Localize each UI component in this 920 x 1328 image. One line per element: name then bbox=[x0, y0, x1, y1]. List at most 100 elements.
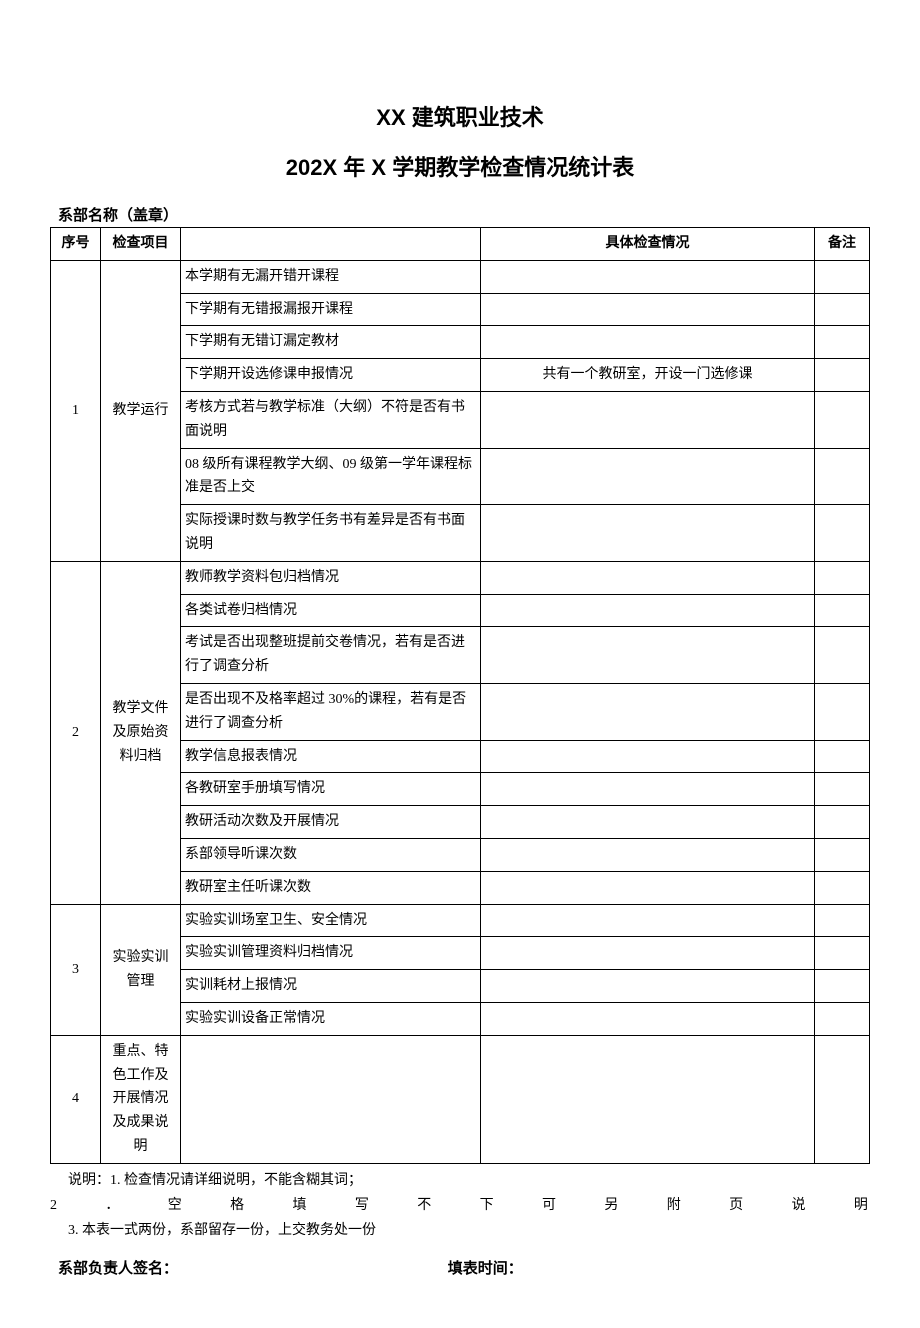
item-cell: 考试是否出现整班提前交卷情况，若有是否进行了调查分析 bbox=[181, 627, 481, 684]
note-cell bbox=[815, 594, 870, 627]
category-cell: 重点、特色工作及开展情况及成果说明 bbox=[101, 1035, 181, 1163]
item-cell: 本学期有无漏开错开课程 bbox=[181, 260, 481, 293]
item-cell: 考核方式若与教学标准（大纲）不符是否有书面说明 bbox=[181, 391, 481, 448]
note2-char: 另 bbox=[604, 1193, 618, 1218]
note2-char: 格 bbox=[230, 1193, 244, 1218]
item-cell: 实际授课时数与教学任务书有差异是否有书面说明 bbox=[181, 505, 481, 562]
item-cell: 教学信息报表情况 bbox=[181, 740, 481, 773]
note-cell bbox=[815, 806, 870, 839]
dept-name-label: 系部名称（盖章） bbox=[50, 204, 870, 225]
detail-cell bbox=[481, 627, 815, 684]
note-cell bbox=[815, 838, 870, 871]
detail-cell bbox=[481, 871, 815, 904]
note-line-2: 2 ． 空 格 填 写 不 下 可 另 附 页 说 明 bbox=[50, 1193, 870, 1218]
seq-cell: 2 bbox=[51, 561, 101, 904]
detail-cell bbox=[481, 970, 815, 1003]
item-cell: 下学期开设选修课申报情况 bbox=[181, 359, 481, 392]
detail-cell bbox=[481, 683, 815, 740]
item-cell: 各类试卷归档情况 bbox=[181, 594, 481, 627]
category-cell: 实验实训管理 bbox=[101, 904, 181, 1035]
item-cell: 实训耗材上报情况 bbox=[181, 970, 481, 1003]
table-row: 3 实验实训管理 实验实训场室卫生、安全情况 bbox=[51, 904, 870, 937]
detail-cell bbox=[481, 505, 815, 562]
note-cell bbox=[815, 448, 870, 505]
note2-char: 下 bbox=[480, 1193, 494, 1218]
item-cell: 下学期有无错报漏报开课程 bbox=[181, 293, 481, 326]
note2-char: 说 bbox=[792, 1193, 806, 1218]
detail-cell bbox=[481, 806, 815, 839]
inspection-table: 序号 检查项目 具体检查情况 备注 1 教学运行 本学期有无漏开错开课程 下学期… bbox=[50, 227, 870, 1164]
detail-cell bbox=[481, 838, 815, 871]
sign-left-label: 系部负责人签名： bbox=[58, 1257, 448, 1278]
detail-cell bbox=[481, 448, 815, 505]
detail-cell bbox=[481, 1035, 815, 1163]
item-cell: 实验实训管理资料归档情况 bbox=[181, 937, 481, 970]
note-cell bbox=[815, 293, 870, 326]
detail-cell bbox=[481, 260, 815, 293]
table-row: 1 教学运行 本学期有无漏开错开课程 bbox=[51, 260, 870, 293]
note-cell bbox=[815, 391, 870, 448]
note2-char: 可 bbox=[542, 1193, 556, 1218]
item-cell: 08 级所有课程教学大纲、09 级第一学年课程标准是否上交 bbox=[181, 448, 481, 505]
note-cell bbox=[815, 970, 870, 1003]
item-cell: 教师教学资料包归档情况 bbox=[181, 561, 481, 594]
note-line-1: 说明：1. 检查情况请详细说明，不能含糊其词； bbox=[68, 1168, 870, 1193]
note-cell bbox=[815, 1002, 870, 1035]
seq-cell: 3 bbox=[51, 904, 101, 1035]
detail-cell bbox=[481, 740, 815, 773]
note-cell bbox=[815, 904, 870, 937]
category-cell: 教学运行 bbox=[101, 260, 181, 561]
item-cell: 教研活动次数及开展情况 bbox=[181, 806, 481, 839]
detail-cell bbox=[481, 1002, 815, 1035]
page-title-2: 202X 年 X 学期教学检查情况统计表 bbox=[50, 150, 870, 182]
note2-char: 填 bbox=[293, 1193, 307, 1218]
note-cell bbox=[815, 683, 870, 740]
item-cell: 各教研室手册填写情况 bbox=[181, 773, 481, 806]
detail-cell bbox=[481, 293, 815, 326]
note-cell bbox=[815, 773, 870, 806]
header-seq: 序号 bbox=[51, 228, 101, 261]
note-cell bbox=[815, 740, 870, 773]
note2-char: 不 bbox=[417, 1193, 431, 1218]
detail-cell bbox=[481, 773, 815, 806]
table-row: 2 教学文件及原始资料归档 教师教学资料包归档情况 bbox=[51, 561, 870, 594]
note-cell bbox=[815, 359, 870, 392]
detail-cell bbox=[481, 937, 815, 970]
item-cell: 是否出现不及格率超过 30%的课程，若有是否进行了调查分析 bbox=[181, 683, 481, 740]
header-detail: 具体检查情况 bbox=[481, 228, 815, 261]
item-cell: 实验实训场室卫生、安全情况 bbox=[181, 904, 481, 937]
notes-block: 说明：1. 检查情况请详细说明，不能含糊其词； 2．空格填写不下可另附页说明 3… bbox=[50, 1168, 870, 1244]
item-cell: 系部领导听课次数 bbox=[181, 838, 481, 871]
header-category: 检查项目 bbox=[101, 228, 181, 261]
note2-char: 2 bbox=[50, 1193, 57, 1218]
page-title-1: XX 建筑职业技术 bbox=[50, 100, 870, 132]
seq-cell: 1 bbox=[51, 260, 101, 561]
item-cell bbox=[181, 1035, 481, 1163]
sign-right-label: 填表时间： bbox=[448, 1257, 870, 1278]
note-cell bbox=[815, 561, 870, 594]
note2-char: 空 bbox=[168, 1193, 182, 1218]
table-row: 4 重点、特色工作及开展情况及成果说明 bbox=[51, 1035, 870, 1163]
detail-cell: 共有一个教研室，开设一门选修课 bbox=[481, 359, 815, 392]
category-cell: 教学文件及原始资料归档 bbox=[101, 561, 181, 904]
note2-char: 明 bbox=[854, 1193, 868, 1218]
item-cell: 教研室主任听课次数 bbox=[181, 871, 481, 904]
note2-char: 附 bbox=[667, 1193, 681, 1218]
note-cell bbox=[815, 627, 870, 684]
note-cell bbox=[815, 1035, 870, 1163]
item-cell: 下学期有无错订漏定教材 bbox=[181, 326, 481, 359]
header-item bbox=[181, 228, 481, 261]
detail-cell bbox=[481, 594, 815, 627]
detail-cell bbox=[481, 391, 815, 448]
signature-row: 系部负责人签名： 填表时间： bbox=[50, 1257, 870, 1278]
detail-cell bbox=[481, 904, 815, 937]
note-cell bbox=[815, 505, 870, 562]
note-cell bbox=[815, 260, 870, 293]
note2-char: 写 bbox=[355, 1193, 369, 1218]
note2-char: 页 bbox=[729, 1193, 743, 1218]
header-note: 备注 bbox=[815, 228, 870, 261]
note-cell bbox=[815, 871, 870, 904]
detail-cell bbox=[481, 326, 815, 359]
note2-char: ． bbox=[105, 1193, 119, 1218]
item-cell: 实验实训设备正常情况 bbox=[181, 1002, 481, 1035]
